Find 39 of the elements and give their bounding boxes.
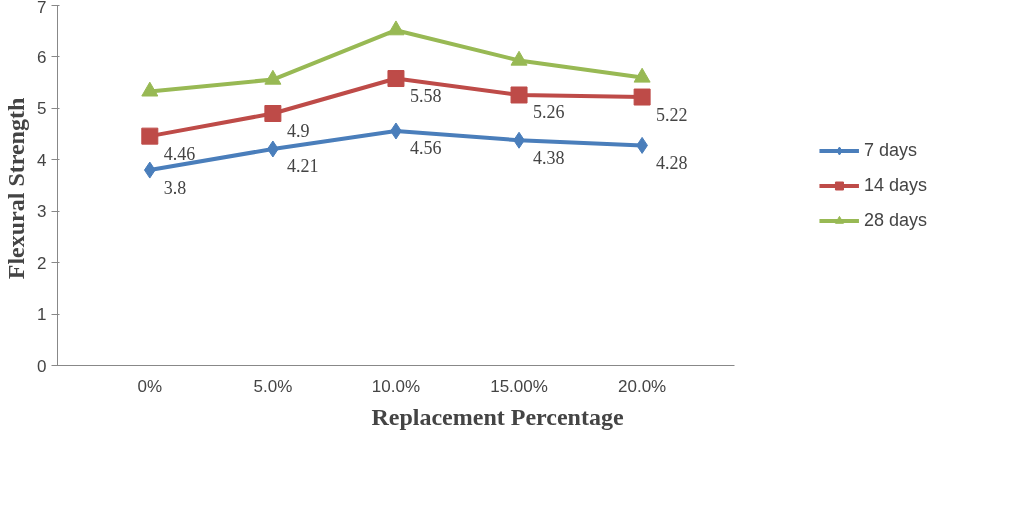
- y-tick-label: 3: [37, 202, 47, 222]
- y-tick-label: 4: [37, 150, 47, 170]
- data-label: 4.21: [286, 156, 319, 177]
- y-tick-label: 0: [37, 356, 47, 376]
- point: [141, 81, 159, 97]
- data-label: 4.9: [286, 121, 310, 141]
- y-tick-label: 7: [37, 0, 47, 17]
- point: [264, 105, 282, 122]
- x-tick-label: 10.0%: [371, 376, 421, 396]
- x-tick-label: 5.0%: [253, 376, 293, 396]
- y-tick-label: 1: [37, 305, 47, 325]
- y-tick-label: 5: [37, 99, 47, 119]
- x-tick-label: 15.00%: [490, 376, 548, 396]
- data-label: 5.58: [409, 86, 442, 107]
- point: [387, 70, 405, 88]
- legend-label: 14 days: [863, 174, 927, 196]
- legend-label: 7 days: [863, 139, 917, 161]
- x-tick-label: 0%: [137, 376, 163, 396]
- data-label: 4.28: [656, 152, 688, 173]
- point: [510, 86, 528, 104]
- point: [141, 127, 159, 145]
- data-label: 5.26: [533, 102, 565, 123]
- data-label: 4.46: [163, 143, 196, 164]
- y-tick-label: 2: [37, 253, 47, 273]
- y-tick-label: 6: [37, 47, 47, 67]
- x-axis-title: Replacement Percentage: [371, 403, 624, 430]
- x-tick-label: 20.0%: [618, 376, 667, 396]
- point: [143, 161, 156, 179]
- data-label: 4.56: [409, 138, 442, 159]
- point: [633, 67, 651, 83]
- point: [510, 50, 528, 66]
- data-label: 5.22: [656, 104, 688, 125]
- legend-label: 28 days: [863, 209, 927, 231]
- data-label: 4.38: [533, 147, 565, 168]
- point: [387, 20, 405, 36]
- point: [264, 69, 282, 85]
- point: [633, 88, 651, 106]
- data-label: 3.8: [163, 177, 187, 198]
- y-axis-title: Flexural Strength: [3, 97, 30, 280]
